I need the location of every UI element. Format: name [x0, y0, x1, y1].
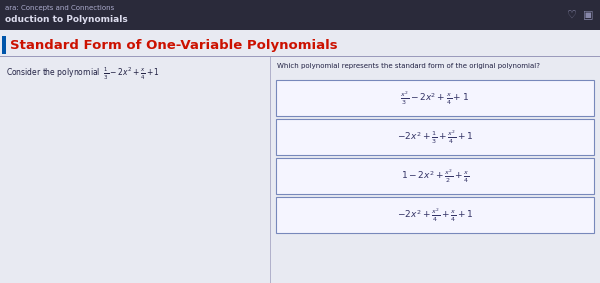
- FancyBboxPatch shape: [276, 158, 594, 194]
- Bar: [0, 30, 600, 283]
- Text: Which polynomial represents the standard form of the original polynomial?: Which polynomial represents the standard…: [277, 63, 540, 69]
- FancyBboxPatch shape: [276, 197, 594, 233]
- Bar: [2, 36, 6, 54]
- Text: $-2x^2 + \frac{1}{3} + \frac{x^2}{4} + 1$: $-2x^2 + \frac{1}{3} + \frac{x^2}{4} + 1…: [397, 128, 473, 146]
- Text: ♡: ♡: [567, 10, 577, 20]
- FancyBboxPatch shape: [276, 119, 594, 155]
- Bar: [0, 0, 600, 30]
- Text: $\frac{x^2}{3} - 2x^2 + \frac{x}{4} + 1$: $\frac{x^2}{3} - 2x^2 + \frac{x}{4} + 1$: [400, 89, 470, 107]
- Text: $1 - 2x^2 + \frac{x^2}{2} + \frac{x}{4}$: $1 - 2x^2 + \frac{x^2}{2} + \frac{x}{4}$: [401, 167, 469, 185]
- Text: ara: Concepts and Connections: ara: Concepts and Connections: [5, 5, 114, 11]
- Text: Standard Form of One-Variable Polynomials: Standard Form of One-Variable Polynomial…: [10, 38, 338, 52]
- Text: Consider the polynomial  $\frac{1}{3} - 2x^2 + \frac{x}{4} + 1$: Consider the polynomial $\frac{1}{3} - 2…: [6, 66, 160, 82]
- Text: $-2x^2 + \frac{x^2}{4} + \frac{x}{4} + 1$: $-2x^2 + \frac{x^2}{4} + \frac{x}{4} + 1…: [397, 206, 473, 224]
- Text: ▣: ▣: [583, 10, 593, 20]
- FancyBboxPatch shape: [276, 80, 594, 116]
- Text: oduction to Polynomials: oduction to Polynomials: [5, 16, 128, 25]
